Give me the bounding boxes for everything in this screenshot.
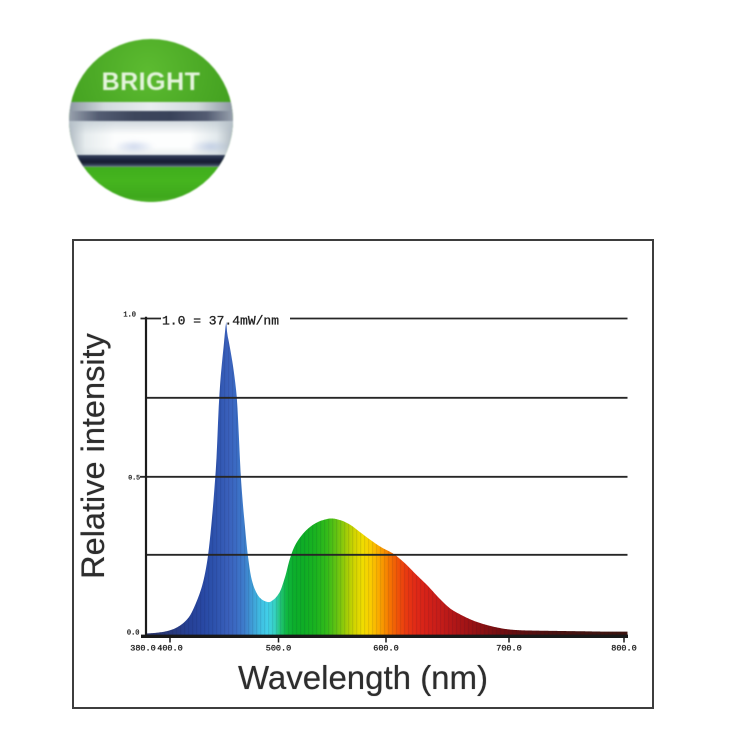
svg-text:800.0: 800.0 <box>611 644 637 654</box>
svg-text:600.0: 600.0 <box>373 644 399 654</box>
svg-text:380.0: 380.0 <box>130 644 156 654</box>
svg-text:0.5: 0.5 <box>128 475 140 482</box>
svg-text:0.0: 0.0 <box>127 630 140 638</box>
svg-text:1.0: 1.0 <box>123 312 136 320</box>
svg-text:500.0: 500.0 <box>266 644 292 654</box>
svg-text:700.0: 700.0 <box>496 644 522 654</box>
svg-text:400.0: 400.0 <box>157 644 183 654</box>
svg-text:1.0 = 37.4mW/nm: 1.0 = 37.4mW/nm <box>162 314 279 329</box>
